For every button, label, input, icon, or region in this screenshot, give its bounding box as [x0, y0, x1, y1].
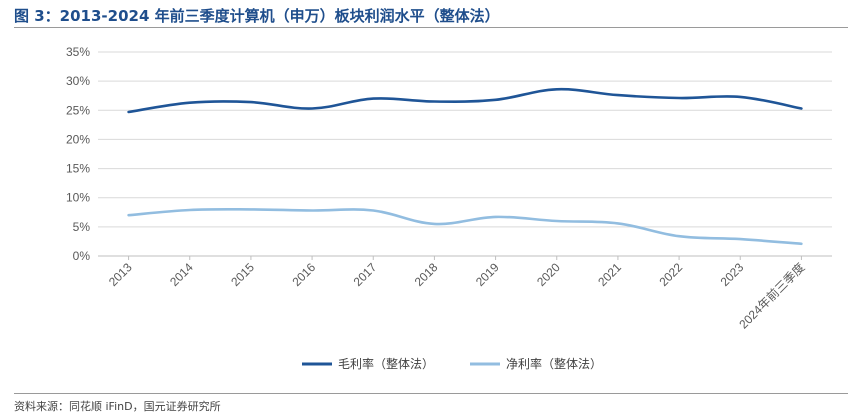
line-chart: 0% 5% 10% 15% 20% 25% 30% 35% 2013 2014 2015 2016 20… — [66, 45, 832, 371]
y-tick-label: 0% — [73, 249, 91, 263]
x-tick-label: 2019 — [473, 260, 502, 289]
y-tick-label: 20% — [66, 132, 90, 146]
x-tick-label: 2021 — [595, 260, 624, 289]
y-tick-label: 15% — [66, 162, 90, 176]
x-tick-label: 2018 — [412, 260, 441, 289]
x-tick-label: 2017 — [351, 260, 380, 289]
legend-label-2: 净利率（整体法） — [506, 356, 602, 371]
series-lines — [127, 87, 803, 246]
source-note: 资料来源：同花顺 iFinD，国元证券研究所 — [14, 400, 221, 413]
legend-label-1: 毛利率（整体法） — [338, 356, 434, 371]
series-line-2 — [127, 207, 803, 246]
y-tick-label: 5% — [73, 220, 91, 234]
x-tick-label: 2015 — [228, 260, 257, 289]
x-tick-label: 2013 — [106, 260, 135, 289]
x-tick-label: 2024年前三季度 — [736, 260, 808, 332]
legend: 毛利率（整体法） 净利率（整体法） — [302, 356, 602, 371]
y-tick-label: 10% — [66, 191, 90, 205]
x-tick-label: 2023 — [718, 260, 747, 289]
x-tick-label: 2016 — [289, 260, 318, 289]
chart-title: 图 3：2013-2024 年前三季度计算机（申万）板块利润水平（整体法） — [14, 7, 500, 25]
footer-divider — [14, 393, 848, 394]
gridlines — [98, 51, 832, 228]
x-tick-label: 2014 — [167, 260, 196, 289]
title-divider — [14, 27, 848, 28]
x-tick-label: 2020 — [534, 260, 563, 289]
y-tick-label: 25% — [66, 103, 90, 117]
y-tick-label: 30% — [66, 74, 90, 88]
axes: 0% 5% 10% 15% 20% 25% 30% 35% 2013 2014 2015 2016 20… — [66, 45, 832, 331]
series-line-1 — [127, 87, 803, 114]
x-tick-label: 2022 — [656, 260, 685, 289]
y-tick-label: 35% — [66, 45, 90, 59]
